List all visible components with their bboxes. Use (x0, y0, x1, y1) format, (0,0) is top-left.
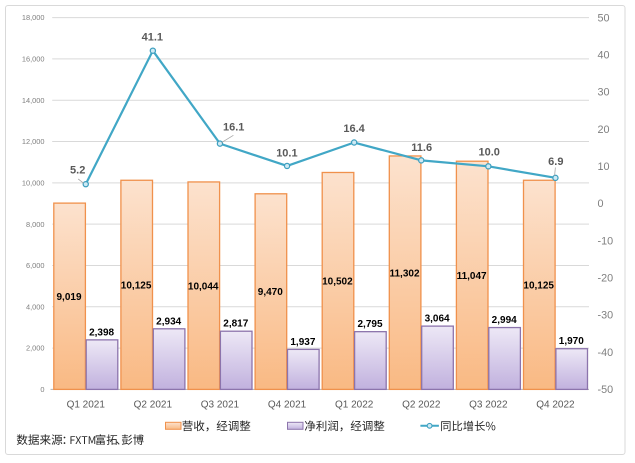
svg-text:40: 40 (598, 49, 610, 61)
svg-text:Q3 2022: Q3 2022 (469, 400, 508, 411)
svg-text:11,047: 11,047 (457, 271, 487, 282)
svg-text:1,970: 1,970 (559, 336, 584, 347)
svg-text:9,019: 9,019 (56, 292, 81, 303)
svg-text:Q1 2022: Q1 2022 (335, 400, 374, 411)
svg-text:Q4 2021: Q4 2021 (268, 400, 307, 411)
svg-text:4,000: 4,000 (26, 302, 45, 311)
svg-text:12,000: 12,000 (22, 137, 45, 146)
svg-text:-50: -50 (598, 384, 614, 396)
svg-text:-20: -20 (598, 273, 614, 285)
svg-text:6.9: 6.9 (548, 156, 563, 168)
svg-text:2,000: 2,000 (26, 344, 45, 353)
svg-text:10,502: 10,502 (322, 277, 353, 288)
svg-text:20: 20 (598, 124, 610, 136)
svg-text:10,000: 10,000 (22, 178, 45, 187)
svg-text:8,000: 8,000 (26, 220, 45, 229)
svg-text:1,937: 1,937 (290, 337, 315, 348)
svg-text:2,817: 2,817 (223, 319, 248, 330)
svg-text:10: 10 (598, 161, 610, 173)
svg-text:2,795: 2,795 (357, 319, 382, 330)
svg-text:41.1: 41.1 (142, 32, 163, 44)
svg-text:11,302: 11,302 (389, 268, 419, 279)
svg-text:3,064: 3,064 (425, 314, 450, 325)
svg-text:18,000: 18,000 (22, 13, 45, 22)
svg-text:Q1 2021: Q1 2021 (67, 400, 106, 411)
svg-text:14,000: 14,000 (22, 96, 45, 105)
svg-text:11.6: 11.6 (411, 142, 432, 154)
svg-text:0: 0 (40, 385, 44, 394)
svg-text:50: 50 (598, 12, 610, 24)
svg-text:-10: -10 (598, 235, 614, 247)
svg-text:2,398: 2,398 (89, 327, 114, 338)
svg-text:2,994: 2,994 (492, 315, 517, 326)
svg-text:2,934: 2,934 (156, 316, 181, 327)
svg-text:10,044: 10,044 (188, 281, 219, 292)
svg-text:Q4 2022: Q4 2022 (536, 400, 575, 411)
svg-text:Q2 2021: Q2 2021 (134, 400, 173, 411)
svg-text:16.1: 16.1 (223, 122, 244, 134)
svg-text:10,125: 10,125 (121, 280, 152, 291)
svg-text:-40: -40 (598, 347, 614, 359)
svg-text:16,000: 16,000 (22, 55, 45, 64)
svg-text:10.1: 10.1 (276, 147, 297, 159)
svg-text:10.0: 10.0 (478, 147, 499, 159)
svg-text:6,000: 6,000 (26, 261, 45, 270)
svg-text:30: 30 (598, 87, 610, 99)
svg-text:16.4: 16.4 (343, 123, 365, 135)
svg-text:Q2 2022: Q2 2022 (402, 400, 441, 411)
svg-text:9,470: 9,470 (258, 287, 283, 298)
svg-text:0: 0 (598, 198, 604, 210)
svg-text:Q3 2021: Q3 2021 (201, 400, 240, 411)
svg-text:10,125: 10,125 (523, 280, 554, 291)
svg-text:-30: -30 (598, 310, 614, 322)
svg-text:5.2: 5.2 (70, 165, 85, 177)
